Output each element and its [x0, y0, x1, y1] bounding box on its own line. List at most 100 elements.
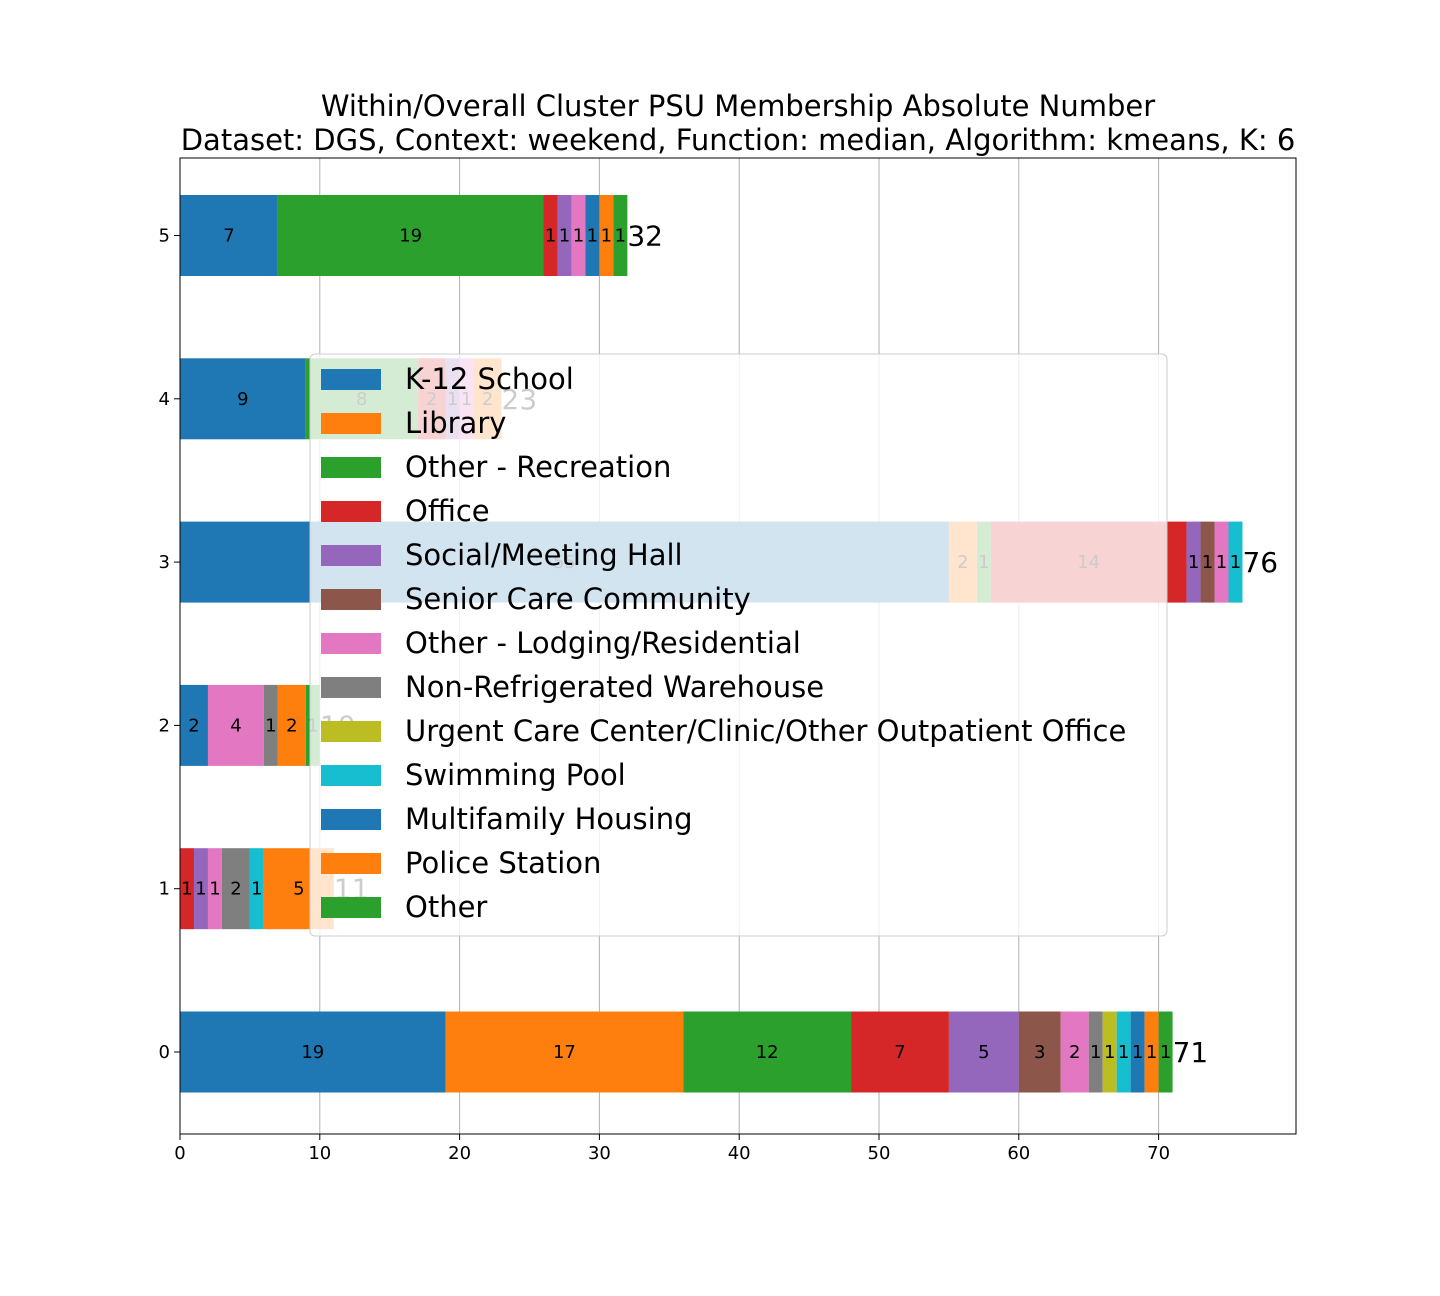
legend-entry-label: Non-Refrigerated Warehouse: [405, 670, 824, 704]
y-tick-label: 5: [159, 226, 170, 247]
legend-swatch: [321, 897, 381, 918]
legend-swatch: [321, 545, 381, 566]
bar-segment-label: 1: [587, 226, 598, 247]
bar-segment: [277, 195, 544, 276]
legend-swatch: [321, 677, 381, 698]
bar-segment: [1144, 1011, 1159, 1093]
bar-segment: [1102, 1011, 1117, 1093]
bar-segment: [1214, 521, 1229, 603]
bar-segment: [571, 195, 586, 276]
y-tick-label: 4: [159, 389, 170, 410]
legend-swatch: [321, 369, 381, 390]
y-tick-label: 2: [159, 715, 170, 736]
bar-segment: [1116, 1011, 1131, 1093]
bar-segment: [277, 684, 306, 766]
bar-segment-label: 2: [188, 715, 199, 736]
legend-entry-label: Urgent Care Center/Clinic/Other Outpatie…: [405, 714, 1126, 748]
bar-segment-label: 12: [756, 1042, 779, 1063]
bar-segment: [180, 684, 208, 766]
bar-total-label: 71: [1173, 1036, 1209, 1069]
bar-segment: [585, 195, 600, 276]
bar-segment: [613, 195, 628, 276]
bar-segment-label: 1: [1090, 1042, 1101, 1063]
bar-segment-label: 4: [230, 715, 241, 736]
bar-segment-label: 7: [223, 226, 234, 247]
bar-segment: [948, 1011, 1019, 1093]
x-tick-label: 10: [308, 1143, 331, 1164]
y-tick-label: 1: [159, 879, 170, 900]
bar-segment: [1186, 521, 1201, 603]
legend-entry-label: Police Station: [405, 846, 601, 880]
bar-segment: [851, 1011, 949, 1093]
bar-segment-label: 1: [195, 879, 206, 900]
bar-segment-label: 1: [1230, 552, 1241, 573]
bar-segment-label: 1: [1146, 1042, 1157, 1063]
bar-segment: [193, 848, 208, 930]
bar-segment-label: 2: [230, 879, 241, 900]
bar-total-label: 32: [627, 220, 663, 253]
bar-segment: [1060, 1011, 1089, 1093]
plot-frame: [179, 157, 1297, 1135]
bar-segment: [180, 848, 194, 930]
bar-segment: [1200, 521, 1215, 603]
bar-segment-label: 17: [553, 1042, 576, 1063]
legend-swatch: [321, 413, 381, 434]
legend-swatch: [321, 809, 381, 830]
bar-segment-label: 7: [894, 1042, 905, 1063]
x-tick-label: 40: [728, 1143, 751, 1164]
bar-segment: [1088, 1011, 1103, 1093]
x-tick-label: 50: [868, 1143, 891, 1164]
bar-segment-label: 1: [181, 879, 192, 900]
bar-segment-label: 3: [1034, 1042, 1045, 1063]
legend-swatch: [321, 765, 381, 786]
bar-segment-label: 1: [1118, 1042, 1129, 1063]
legend-swatch: [321, 721, 381, 742]
bar-segment-label: 9: [237, 389, 248, 410]
bar-segment: [207, 848, 222, 930]
bar-segment: [599, 195, 614, 276]
legend-entry-label: K-12 School: [405, 362, 574, 396]
bar-segment: [683, 1011, 852, 1093]
bar-segment: [180, 358, 306, 440]
bar-segment: [1130, 1011, 1145, 1093]
bar-segment: [263, 684, 278, 766]
bar-segment-label: 1: [1160, 1042, 1171, 1063]
bar-segment: [1158, 1011, 1173, 1093]
legend-swatch: [321, 457, 381, 478]
bar-segment-label: 2: [286, 715, 297, 736]
bar-segment: [249, 848, 264, 930]
bar-segment: [221, 848, 250, 930]
bar-segment-label: 5: [978, 1042, 989, 1063]
legend-entry-label: Other - Lodging/Residential: [405, 626, 801, 660]
bar-segment: [543, 195, 558, 276]
legend-entry-label: Social/Meeting Hall: [405, 538, 683, 572]
legend-swatch: [321, 589, 381, 610]
bar-segment-label: 1: [1216, 552, 1227, 573]
legend-entry-label: Swimming Pool: [405, 758, 626, 792]
x-tick-label: 70: [1147, 1143, 1170, 1164]
bar-segment: [207, 684, 264, 766]
bar-segment: [180, 195, 278, 276]
bar-segment-label: 1: [573, 226, 584, 247]
legend-swatch: [321, 501, 381, 522]
bar-segment: [557, 195, 572, 276]
bar-segment-label: 1: [615, 226, 626, 247]
bar-segment-label: 19: [399, 226, 422, 247]
bar-segment-label: 2: [1069, 1042, 1080, 1063]
legend-entry-label: Office: [405, 494, 490, 528]
bar-segment-label: 1: [265, 715, 276, 736]
x-tick-label: 0: [174, 1143, 185, 1164]
chart-subtitle: Dataset: DGS, Context: weekend, Function…: [181, 123, 1296, 157]
legend-swatch: [321, 633, 381, 654]
legend-swatch: [321, 853, 381, 874]
bar-segment: [445, 1011, 684, 1093]
bar-segment-label: 1: [545, 226, 556, 247]
bar-segment-label: 1: [209, 879, 220, 900]
bar-segment-label: 1: [601, 226, 612, 247]
bar-segment-label: 1: [1104, 1042, 1115, 1063]
legend-entry-label: Multifamily Housing: [405, 802, 693, 836]
chart-title: Within/Overall Cluster PSU Membership Ab…: [321, 89, 1155, 123]
legend: K-12 School Library Other - Recreation Offi…: [309, 353, 1168, 937]
